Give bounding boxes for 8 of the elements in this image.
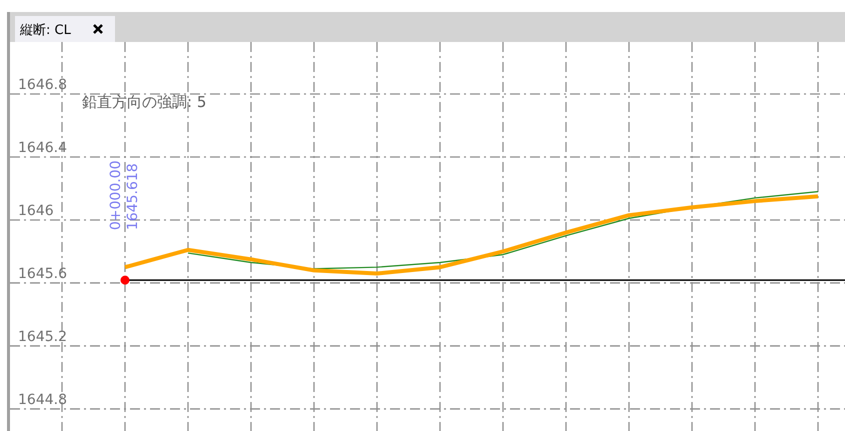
annotation: 鉛直方向の強調: 5 bbox=[82, 93, 206, 111]
chart-title: 縦断: CL bbox=[19, 23, 72, 38]
y-tick-label: 1644.8 bbox=[18, 392, 67, 408]
annotation: 0+000.00 bbox=[108, 160, 124, 230]
y-tick-label: 1646 bbox=[18, 202, 54, 219]
y-tick-label: 1645.2 bbox=[18, 328, 67, 345]
annotation: 1645.618 bbox=[125, 163, 141, 230]
y-tick-label: 1645.6 bbox=[18, 266, 68, 282]
